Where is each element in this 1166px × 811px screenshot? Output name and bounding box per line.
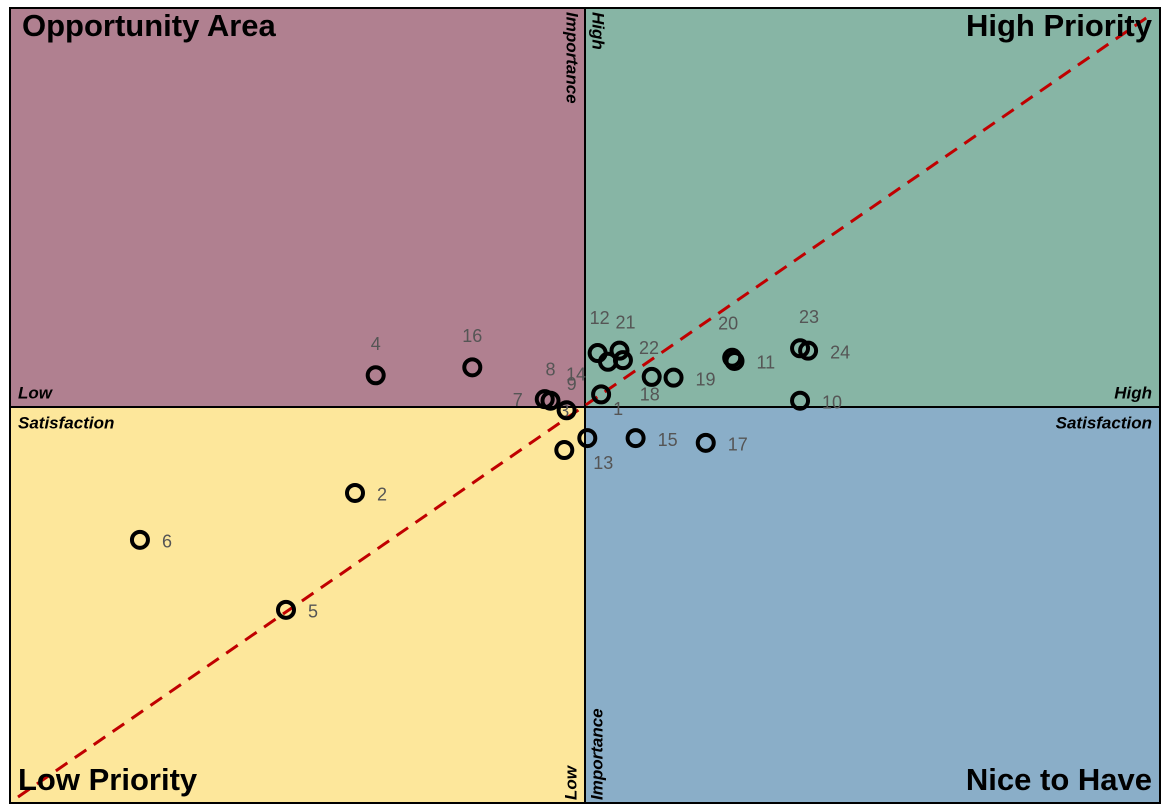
point-label: 6 (162, 532, 172, 552)
point-label: 15 (658, 430, 678, 450)
point (540, 390, 561, 411)
x-axis-low: Low (18, 383, 54, 402)
point (695, 432, 716, 453)
point (345, 482, 365, 503)
point (554, 440, 575, 461)
point-label: 14 (566, 365, 586, 385)
quadrant-title: High Priority (966, 8, 1153, 43)
point-label: 19 (696, 369, 716, 389)
y-axis-label: Importance (563, 12, 582, 104)
point-label: 16 (462, 326, 482, 346)
x-axis-label: Satisfaction (1056, 413, 1152, 432)
point (798, 340, 819, 361)
y-axis-low: Low (561, 764, 580, 800)
point-label: 4 (371, 334, 381, 354)
point (276, 599, 296, 620)
y-axis-label: Importance (587, 708, 606, 800)
point (556, 400, 577, 421)
point-label: 20 (718, 314, 738, 334)
point (722, 347, 743, 368)
point (129, 529, 150, 550)
point-label: 22 (639, 338, 659, 358)
quadrant-title: Opportunity Area (22, 8, 277, 43)
x-axis-high: High (1114, 383, 1152, 402)
quadrant-bottom-right (585, 407, 1160, 803)
point-label: 3 (559, 401, 569, 421)
point (663, 367, 684, 388)
point-label: 21 (615, 312, 635, 332)
point-label: 12 (590, 308, 610, 328)
point (591, 384, 612, 405)
point-label: 11 (757, 353, 776, 373)
point-label: 1 (613, 399, 623, 419)
point-label: 2 (377, 485, 387, 505)
x-axis-label: Satisfaction (18, 413, 114, 432)
point-label: 7 (513, 390, 523, 410)
quadrant-top-left (10, 8, 585, 407)
quadrant-title: Low Priority (18, 762, 198, 797)
point (612, 350, 633, 371)
point (641, 366, 662, 387)
quadrant-title: Nice to Have (966, 762, 1152, 797)
point-label: 10 (822, 392, 842, 412)
point-label: 24 (830, 342, 850, 362)
point (577, 428, 598, 449)
point (609, 340, 630, 361)
point (625, 428, 646, 449)
point-label: 13 (593, 453, 613, 473)
point (790, 390, 811, 411)
point-label: 9 (567, 374, 577, 394)
point-label: 17 (728, 435, 748, 455)
point-label: 5 (308, 602, 318, 622)
point-label: 23 (799, 307, 819, 327)
y-axis-high: High (589, 12, 608, 50)
point-label: 18 (640, 385, 660, 405)
point (462, 357, 483, 378)
point-label: 8 (545, 359, 555, 379)
quadrant-bottom-left (10, 407, 585, 803)
point (365, 365, 386, 386)
